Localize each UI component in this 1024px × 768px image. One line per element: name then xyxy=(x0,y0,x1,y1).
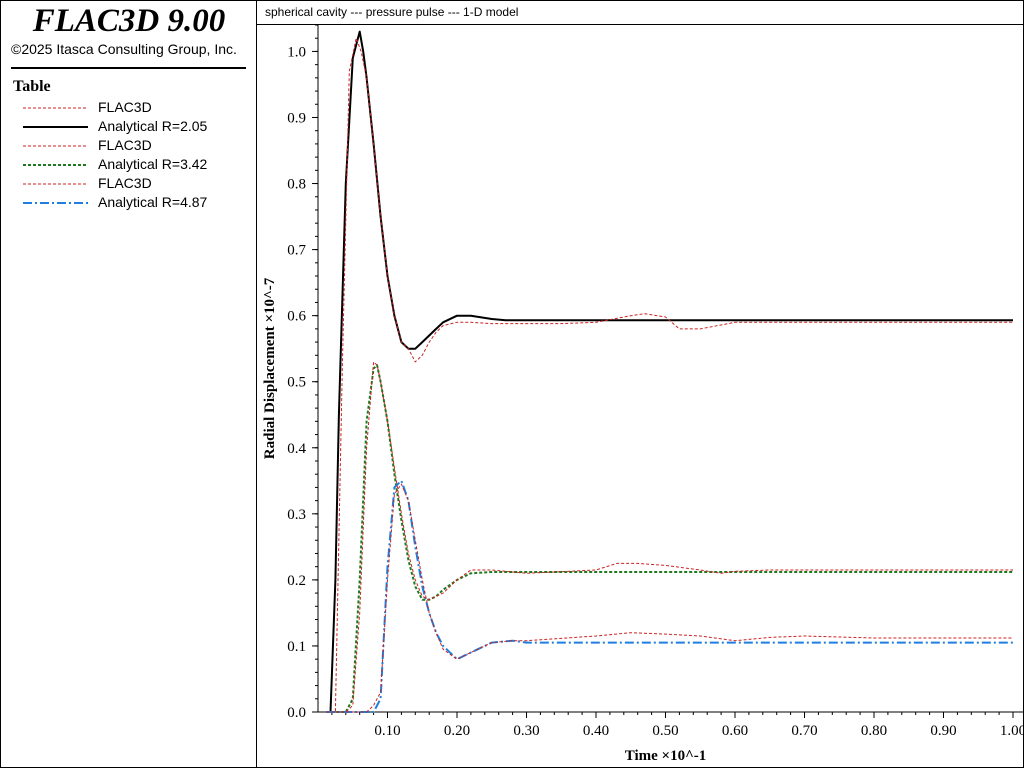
legend-swatch xyxy=(23,107,88,109)
legend-panel: FLAC3D 9.00 ©2025 Itasca Consulting Grou… xyxy=(0,0,257,768)
x-tick-label: 0.80 xyxy=(861,723,887,739)
x-tick-label: 0.40 xyxy=(583,723,609,739)
y-tick-label: 0.8 xyxy=(287,177,306,193)
legend-item-analytical-3-42[interactable]: Analytical R=3.42 xyxy=(1,156,256,175)
y-tick-label: 0.2 xyxy=(287,573,306,589)
y-tick-label: 0.5 xyxy=(287,375,306,391)
series-line-3 xyxy=(326,364,1013,713)
series-line-2 xyxy=(326,361,1013,713)
x-tick-label: 0.20 xyxy=(444,723,470,739)
x-tick-label: 0.50 xyxy=(652,723,678,739)
legend-label: FLAC3D xyxy=(98,99,152,115)
legend-label: FLAC3D xyxy=(98,137,152,153)
y-tick-label: 0.4 xyxy=(287,441,306,457)
y-tick-label: 0.0 xyxy=(287,705,306,721)
legend-label: Analytical R=3.42 xyxy=(98,156,208,172)
legend-swatch xyxy=(23,126,88,128)
copyright-text: ©2025 Itasca Consulting Group, Inc. xyxy=(11,41,237,57)
title-divider xyxy=(11,67,246,69)
y-tick-label: 0.3 xyxy=(287,507,306,523)
legend-swatch xyxy=(23,145,88,147)
legend-swatch xyxy=(23,183,88,185)
legend-label: Analytical R=4.87 xyxy=(98,194,208,210)
y-tick-label: 0.7 xyxy=(287,243,306,259)
series-line-5 xyxy=(326,479,1013,713)
chart-title: spherical cavity --- pressure pulse --- … xyxy=(265,5,519,19)
legend-item-flac3d-2[interactable]: FLAC3D xyxy=(1,137,256,156)
title-divider-line xyxy=(257,24,1023,25)
legend-swatch xyxy=(23,164,88,166)
legend-item-flac3d-1[interactable]: FLAC3D xyxy=(1,99,256,118)
legend-heading: Table xyxy=(13,78,51,95)
x-tick-label: 0.70 xyxy=(791,723,817,739)
y-tick-label: 0.1 xyxy=(287,639,306,655)
x-tick-label: 1.00 xyxy=(1000,723,1024,739)
y-tick-label: 0.6 xyxy=(287,309,306,325)
legend-swatch xyxy=(23,202,88,204)
series-line-1 xyxy=(326,30,1013,713)
x-tick-label: 0.60 xyxy=(722,723,748,739)
app-title: FLAC3D 9.00 xyxy=(32,3,226,39)
x-tick-label: 0.30 xyxy=(513,723,539,739)
legend-label: FLAC3D xyxy=(98,175,152,191)
series-line-4 xyxy=(326,483,1013,713)
series-line-0 xyxy=(326,37,1013,713)
legend-item-analytical-4-87[interactable]: Analytical R=4.87 xyxy=(1,194,256,213)
legend-item-analytical-2-05[interactable]: Analytical R=2.05 xyxy=(1,118,256,137)
y-tick-label: 1.0 xyxy=(287,44,306,60)
y-tick-label: 0.9 xyxy=(287,110,306,126)
x-tick-label: 0.90 xyxy=(930,723,956,739)
x-tick-label: 0.10 xyxy=(374,723,400,739)
y-axis-label: Radial Displacement ×10^-7 xyxy=(262,277,278,459)
legend-item-flac3d-3[interactable]: FLAC3D xyxy=(1,175,256,194)
x-axis-label: Time ×10^-1 xyxy=(625,748,707,764)
legend-label: Analytical R=2.05 xyxy=(98,118,208,134)
